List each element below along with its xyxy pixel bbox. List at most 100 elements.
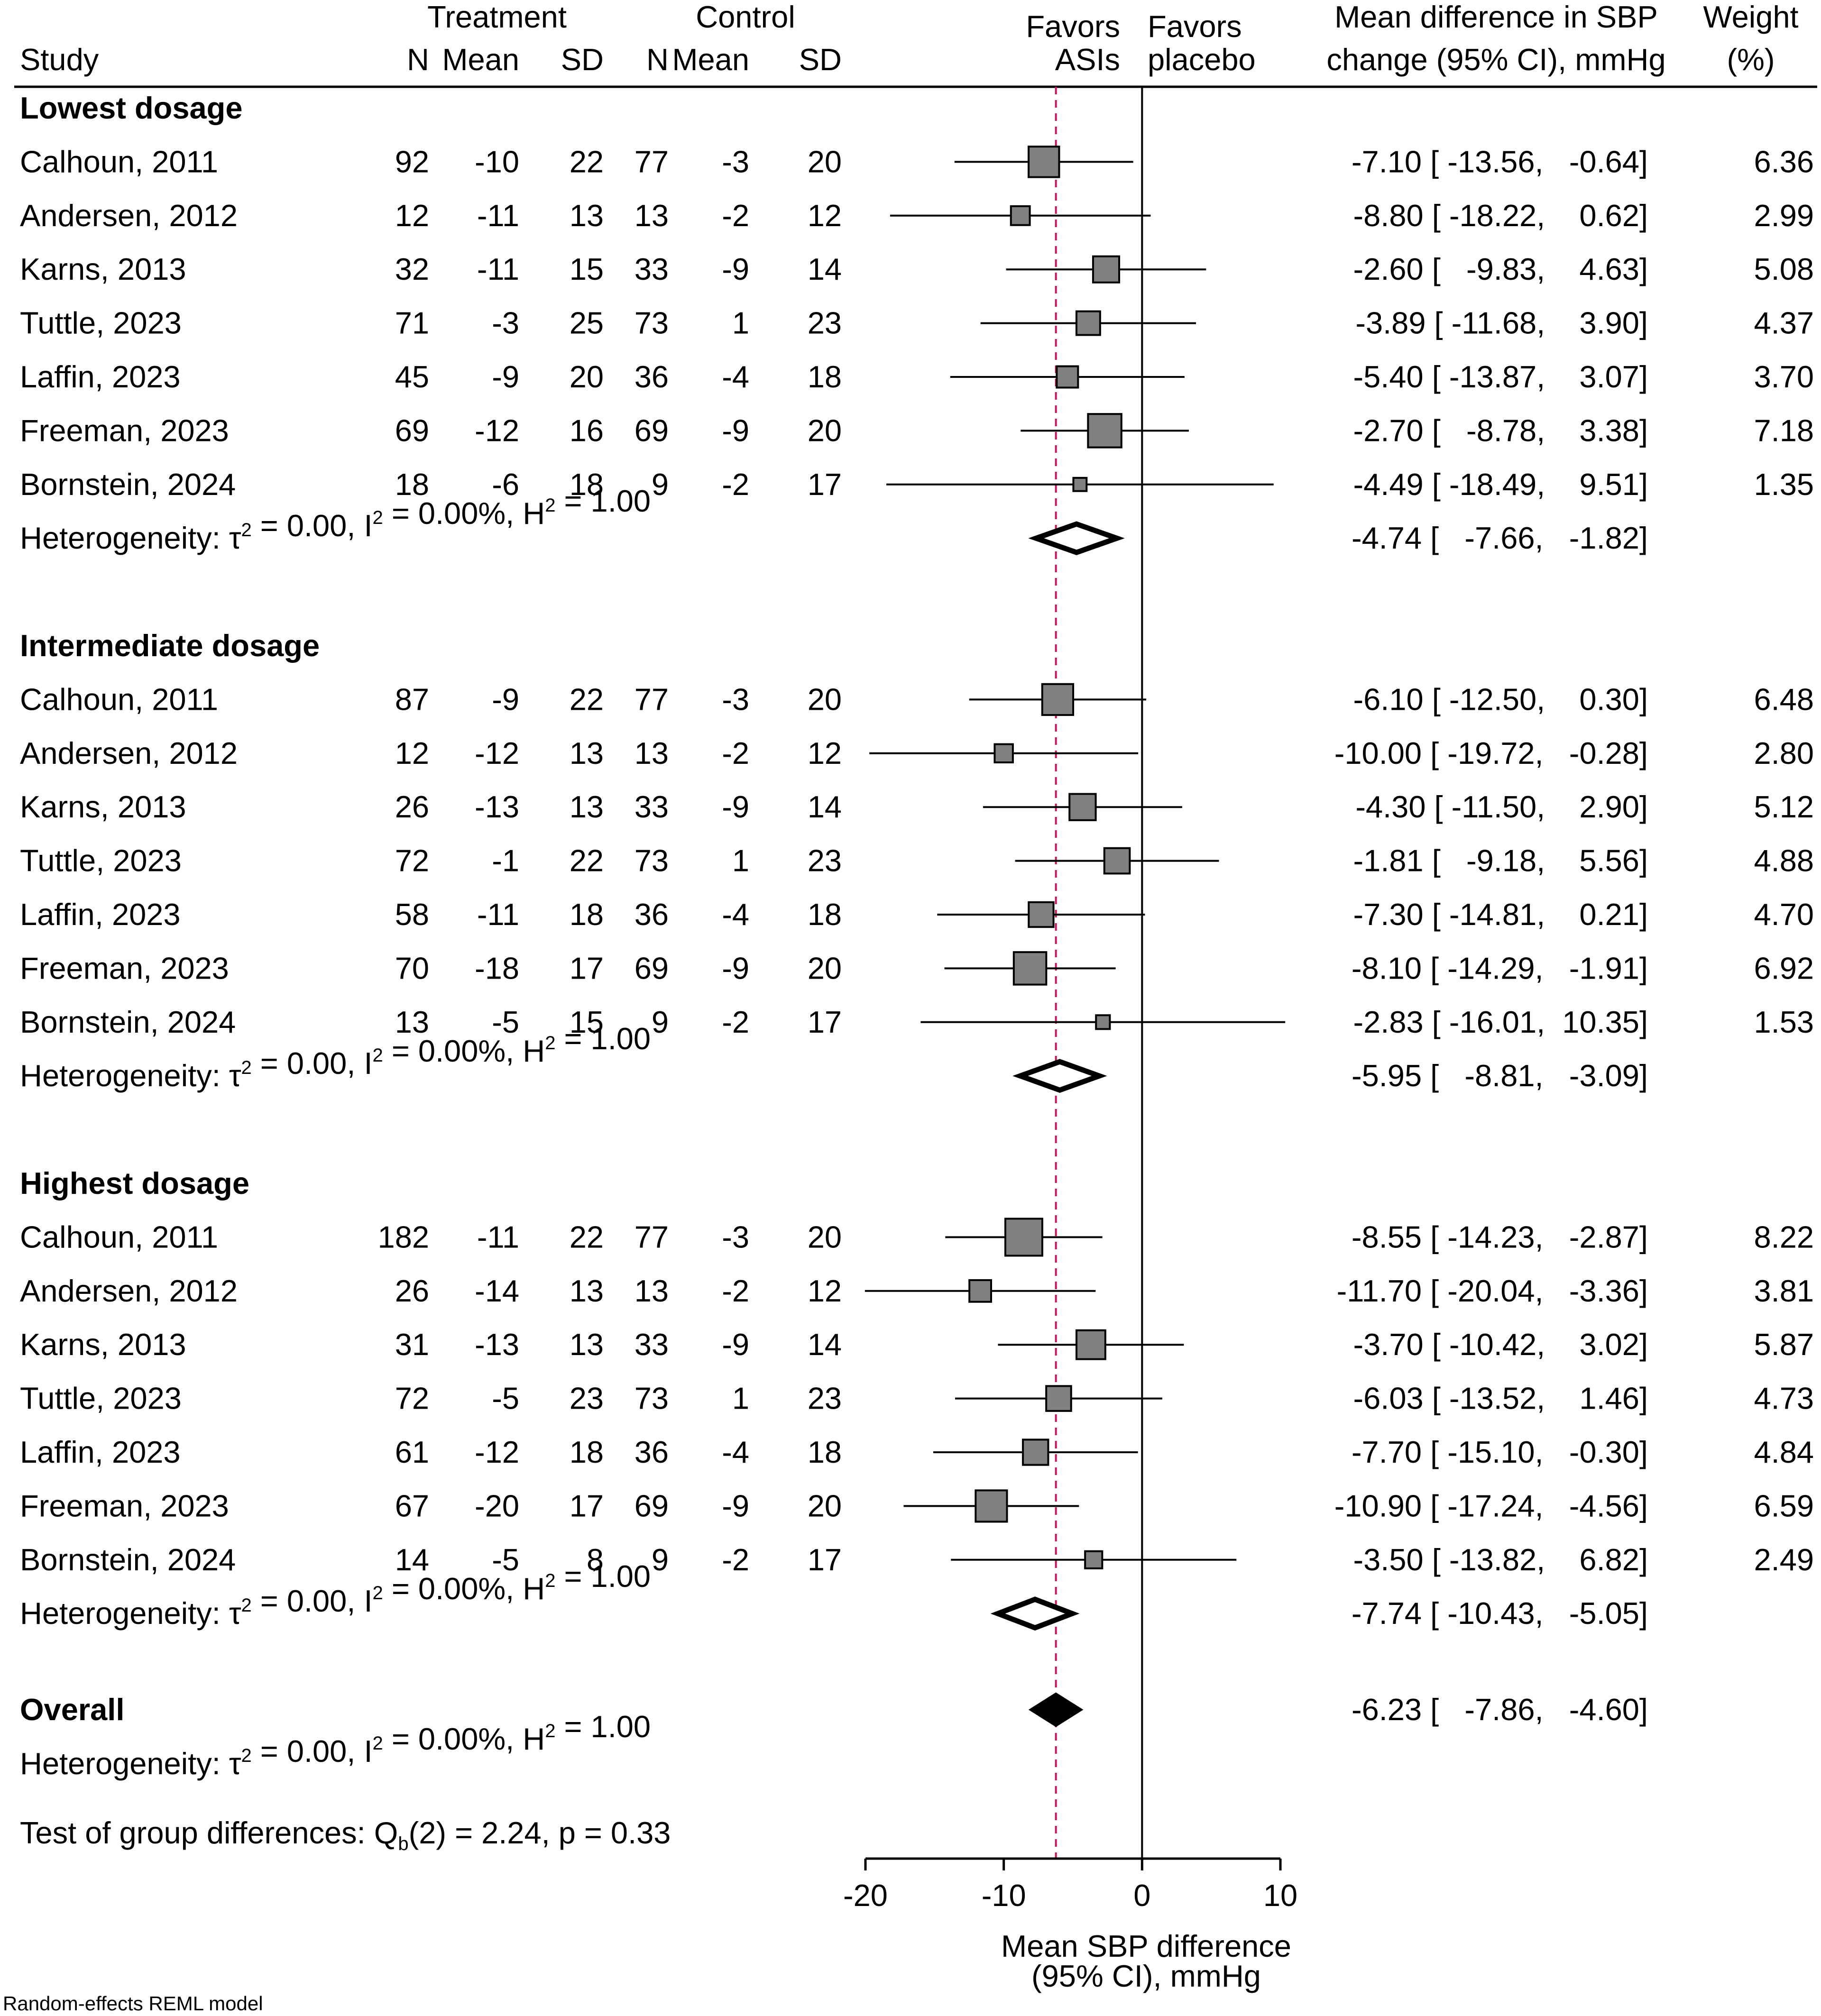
header-control-mean: Mean [672, 42, 749, 77]
treatment-mean: -13 [475, 789, 519, 824]
study-marker [1041, 683, 1075, 716]
treatment-n: 72 [395, 843, 429, 878]
treatment-n: 71 [395, 306, 429, 340]
treatment-n: 13 [395, 1005, 429, 1039]
x-tick-label: 10 [1263, 1878, 1297, 1913]
effect-estimate: -6.10 [ -12.50, 0.30] [1353, 682, 1648, 716]
effect-estimate: -7.10 [ -13.56, -0.64] [1352, 144, 1648, 179]
treatment-n: 45 [395, 359, 429, 394]
control-sd: 14 [808, 789, 842, 824]
control-sd: 20 [808, 951, 842, 985]
treatment-mean: -3 [492, 306, 519, 340]
control-sd: 20 [808, 1488, 842, 1523]
pooled-estimate: -7.74 [ -10.43, -5.05] [1352, 1596, 1648, 1631]
effect-estimate: -7.30 [ -14.81, 0.21] [1353, 897, 1648, 932]
pooled-estimate: -5.95 [ -8.81, -3.09] [1352, 1058, 1648, 1093]
effect-estimate: -8.10 [ -14.29, -1.91] [1352, 951, 1648, 985]
control-mean: -2 [722, 736, 749, 770]
treatment-n: 70 [395, 951, 429, 985]
treatment-mean: -20 [475, 1488, 519, 1523]
header-control-sd: SD [799, 42, 842, 77]
overall-diamond [1028, 1692, 1084, 1727]
treatment-mean: -9 [492, 359, 519, 394]
treatment-sd: 17 [570, 1488, 604, 1523]
treatment-n: 18 [395, 467, 429, 502]
treatment-n: 182 [378, 1219, 429, 1254]
control-n: 13 [635, 198, 669, 233]
control-n: 9 [652, 1542, 669, 1577]
study-weight: 4.37 [1754, 306, 1814, 340]
study-weight: 2.49 [1754, 1542, 1814, 1577]
effect-estimate: -3.70 [ -10.42, 3.02] [1353, 1327, 1648, 1362]
study-marker [1028, 146, 1060, 178]
header-weight: Weight [1703, 0, 1798, 34]
effect-estimate: -2.60 [ -9.83, 4.63] [1353, 252, 1648, 286]
study-weight: 4.73 [1754, 1381, 1814, 1416]
treatment-n: 32 [395, 252, 429, 286]
treatment-n: 26 [395, 789, 429, 824]
control-mean: -3 [722, 144, 749, 179]
study-weight: 2.80 [1754, 736, 1814, 770]
control-mean: -2 [722, 198, 749, 233]
control-sd: 18 [808, 359, 842, 394]
treatment-mean: -6 [492, 467, 519, 502]
overall-estimate: -6.23 [ -7.86, -4.60] [1352, 1692, 1648, 1727]
treatment-n: 31 [395, 1327, 429, 1362]
treatment-mean: -5 [492, 1005, 519, 1039]
study-name: Tuttle, 2023 [20, 1381, 182, 1416]
control-sd: 20 [808, 413, 842, 448]
control-n: 69 [635, 951, 669, 985]
treatment-mean: -11 [477, 252, 519, 286]
treatment-n: 72 [395, 1381, 429, 1416]
effect-estimate: -1.81 [ -9.18, 5.56] [1353, 843, 1648, 878]
treatment-mean: -12 [475, 736, 519, 770]
control-sd: 12 [808, 198, 842, 233]
study-weight: 5.08 [1754, 252, 1814, 286]
study-marker [975, 1489, 1008, 1523]
treatment-mean: -12 [475, 1435, 519, 1469]
header-effect: Mean difference in SBP [1334, 0, 1658, 34]
control-n: 73 [635, 1381, 669, 1416]
treatment-n: 14 [395, 1542, 429, 1577]
study-weight: 6.36 [1754, 144, 1814, 179]
header-control-n: N [646, 42, 669, 77]
study-marker [1075, 310, 1101, 336]
treatment-mean: -9 [492, 682, 519, 716]
pooled-diamond [990, 1596, 1080, 1631]
control-sd: 18 [808, 897, 842, 932]
overall-heterogeneity: Heterogeneity: τ2 = 0.00, I2 = 0.00%, H2… [20, 1709, 651, 1781]
control-mean: 1 [732, 306, 749, 340]
header-treatment: Treatment [427, 0, 567, 34]
study-name: Karns, 2013 [20, 789, 186, 824]
study-name: Tuttle, 2023 [20, 306, 182, 340]
study-name: Karns, 2013 [20, 252, 186, 286]
effect-estimate: -11.70 [ -20.04, -3.36] [1337, 1274, 1648, 1308]
study-marker [1022, 1439, 1049, 1466]
study-name: Andersen, 2012 [20, 198, 238, 233]
treatment-n: 58 [395, 897, 429, 932]
study-marker [1092, 255, 1121, 284]
control-sd: 20 [808, 1219, 842, 1254]
control-mean: -2 [722, 467, 749, 502]
effect-estimate: -4.30 [ -11.50, 2.90] [1355, 789, 1648, 824]
treatment-n: 92 [395, 144, 429, 179]
group-label: Lowest dosage [20, 91, 243, 125]
control-n: 36 [635, 1435, 669, 1469]
control-n: 9 [652, 467, 669, 502]
treatment-sd: 18 [570, 897, 604, 932]
control-mean: -9 [722, 1327, 749, 1362]
study-name: Freeman, 2023 [20, 1488, 229, 1523]
control-sd: 20 [808, 144, 842, 179]
study-name: Freeman, 2023 [20, 413, 229, 448]
study-weight: 2.99 [1754, 198, 1814, 233]
study-name: Laffin, 2023 [20, 897, 181, 932]
x-axis-title: Mean SBP difference [1001, 1929, 1291, 1963]
effect-estimate: -10.90 [ -17.24, -4.56] [1334, 1488, 1648, 1523]
treatment-n: 87 [395, 682, 429, 716]
effect-estimate: -8.55 [ -14.23, -2.87] [1352, 1219, 1648, 1254]
control-mean: -9 [722, 413, 749, 448]
treatment-mean: -11 [477, 1219, 519, 1254]
effect-estimate: -7.70 [ -15.10, -0.30] [1352, 1435, 1648, 1469]
study-name: Laffin, 2023 [20, 359, 181, 394]
treatment-mean: -11 [477, 198, 519, 233]
